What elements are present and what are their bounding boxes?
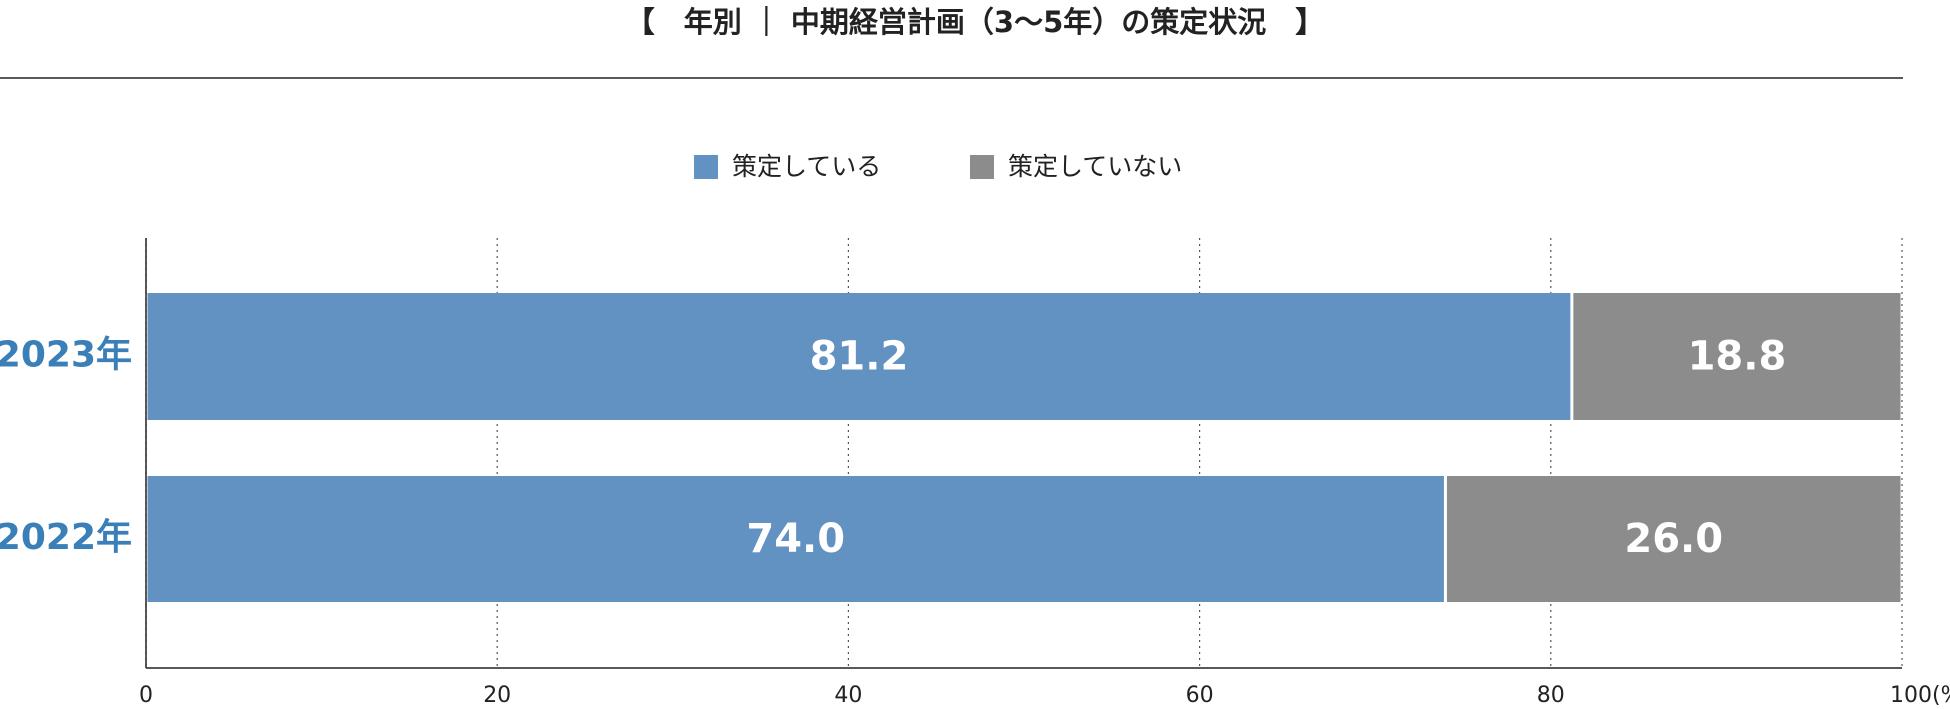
bar-segment: [147, 293, 1571, 420]
y-tick-label: 2022年: [0, 517, 132, 558]
legend-label: 策定している: [732, 152, 881, 181]
x-tick-label: 40: [834, 683, 862, 708]
value-label: 26.0: [1624, 516, 1723, 562]
x-tick-label: 80: [1537, 683, 1565, 708]
value-label: 81.2: [810, 334, 909, 380]
bar-segment: [147, 476, 1444, 602]
chart-title: 【 年別 ｜ 中期経営計画（3〜5年）の策定状況 】: [626, 5, 1325, 39]
legend-swatch: [694, 155, 718, 179]
y-tick-label: 2023年: [0, 335, 132, 376]
legend-swatch: [970, 155, 994, 179]
x-tick-label: 100(%): [1890, 683, 1950, 708]
x-tick-label: 20: [483, 683, 511, 708]
bar-segment: [1573, 293, 1901, 420]
value-label: 18.8: [1688, 334, 1787, 380]
legend-label: 策定していない: [1008, 152, 1182, 181]
value-label: 74.0: [746, 516, 845, 562]
x-tick-label: 0: [139, 683, 153, 708]
bar-segment: [1446, 476, 1901, 602]
x-tick-label: 60: [1186, 683, 1214, 708]
